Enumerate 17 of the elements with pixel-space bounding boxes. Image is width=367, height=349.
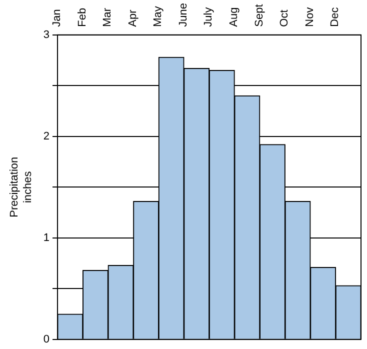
- y-tick-label: 3: [43, 28, 50, 41]
- x-tick-label: Mar: [102, 8, 114, 27]
- x-tick-label: Oct: [278, 10, 291, 27]
- x-tick-label: May: [152, 6, 164, 27]
- y-tick-label: 2: [43, 130, 50, 142]
- x-tick-label: Apr: [126, 9, 139, 27]
- x-tick-label: Aug: [228, 7, 240, 27]
- x-tick-label: Jan: [50, 9, 63, 27]
- x-tick-label: June: [177, 2, 190, 27]
- y-tick-label: 1: [43, 232, 50, 244]
- x-tick-label: Sept: [253, 4, 266, 27]
- x-tick-label: Dec: [329, 6, 342, 27]
- x-tick-label: Feb: [76, 8, 88, 27]
- x-tick-label: Nov: [304, 6, 316, 27]
- x-tick-label: July: [202, 6, 215, 27]
- y-axis-title: Precipitation inches: [8, 156, 34, 218]
- y-tick-label: 0: [43, 333, 50, 346]
